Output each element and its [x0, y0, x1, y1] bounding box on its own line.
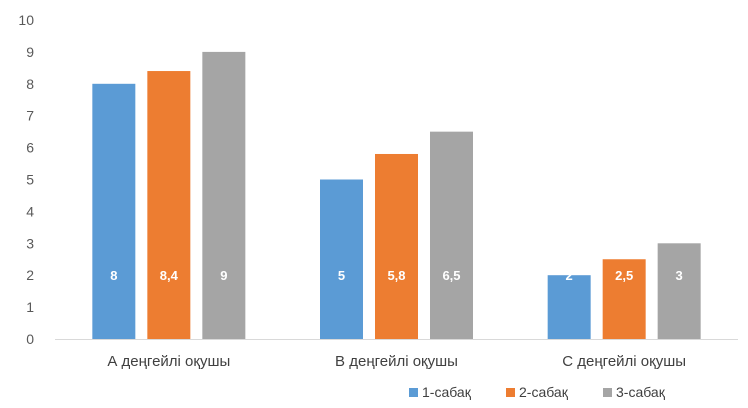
- bar-1-3: [547, 275, 591, 339]
- x-category-label: А деңгейлі оқушы: [107, 353, 230, 370]
- y-tick-label: 9: [26, 44, 34, 60]
- bar-1-1: [92, 83, 136, 339]
- data-label: 2,5: [615, 268, 633, 283]
- y-tick-label: 0: [26, 331, 34, 347]
- bar-3-2: [430, 131, 473, 339]
- data-label: 8: [110, 268, 117, 283]
- data-label: 2: [566, 268, 573, 283]
- x-category-label: С деңгейлі оқушы: [562, 353, 686, 370]
- bar-2-3: [602, 259, 646, 339]
- bar-3-3: [657, 243, 701, 339]
- legend-label: 2-сабақ: [519, 384, 569, 400]
- bar-1-2: [320, 179, 363, 339]
- data-label: 5,8: [387, 268, 405, 283]
- legend-swatch: [603, 388, 612, 397]
- legend-swatch: [506, 388, 515, 397]
- bar-2-1: [147, 71, 191, 339]
- bars: 8 8,4 9 5 5,8 6,5 2 2,5 3: [92, 51, 701, 340]
- data-label: 8,4: [160, 268, 179, 283]
- y-tick-label: 3: [26, 235, 34, 251]
- y-tick-label: 6: [26, 140, 34, 156]
- y-tick-label: 5: [26, 172, 34, 188]
- legend-label: 1-сабақ: [422, 384, 472, 400]
- y-tick-label: 7: [26, 108, 34, 124]
- bar-2-2: [375, 153, 418, 339]
- y-tick-label: 4: [26, 203, 34, 219]
- x-axis: А деңгейлі оқушы В деңгейлі оқушы С деңгей…: [55, 339, 738, 370]
- y-tick-label: 10: [18, 12, 34, 28]
- y-tick-label: 1: [26, 299, 34, 315]
- data-label: 3: [676, 268, 683, 283]
- x-category-label: В деңгейлі оқушы: [335, 353, 458, 370]
- bar-3-1: [202, 51, 246, 340]
- y-tick-label: 8: [26, 76, 34, 92]
- data-label: 5: [338, 268, 345, 283]
- data-label: 6,5: [442, 268, 460, 283]
- y-tick-label: 2: [26, 267, 34, 283]
- data-label: 9: [220, 268, 227, 283]
- legend-swatch: [409, 388, 418, 397]
- legend: 1-сабақ 2-сабақ 3-сабақ: [409, 384, 666, 400]
- y-axis: 0 1 2 3 4 5 6 7 8 9 10: [18, 12, 34, 347]
- legend-label: 3-сабақ: [616, 384, 666, 400]
